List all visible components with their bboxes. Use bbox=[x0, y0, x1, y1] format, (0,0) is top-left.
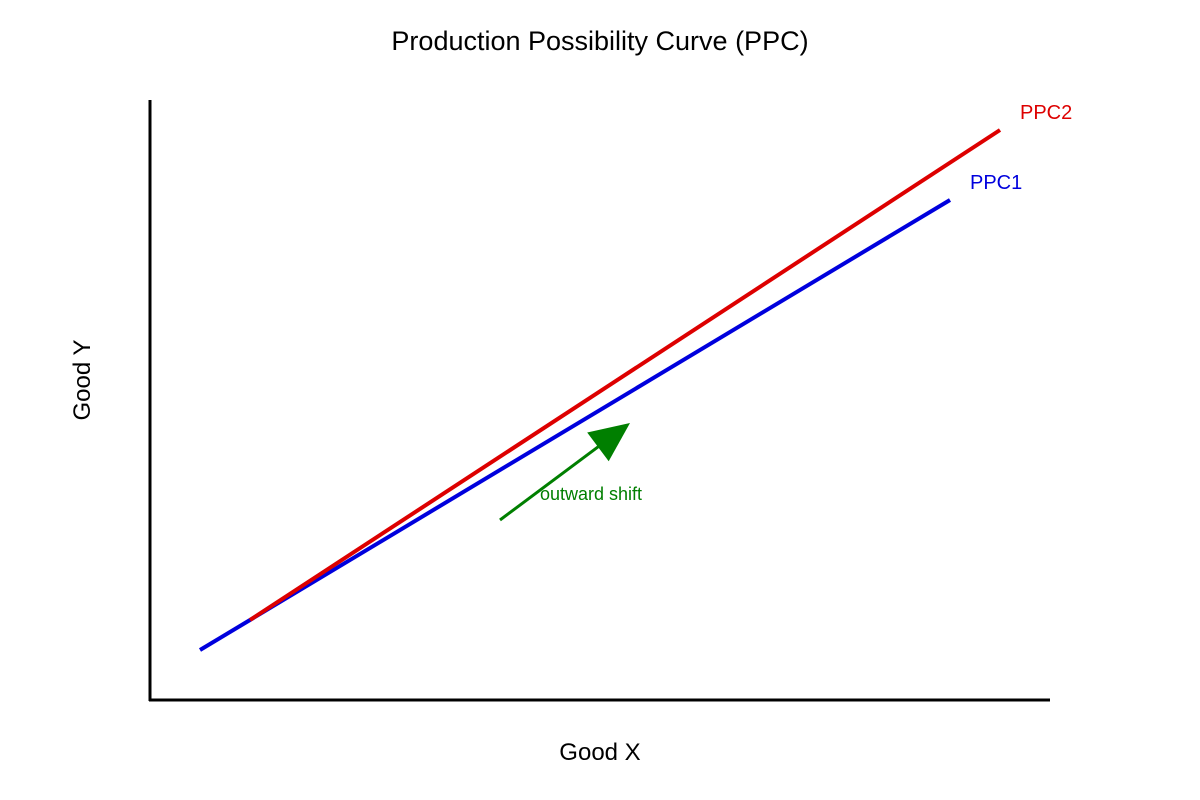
x-axis-label: Good X bbox=[559, 739, 640, 766]
chart-title: Production Possibility Curve (PPC) bbox=[391, 26, 808, 56]
series-label-ppc1: PPC1 bbox=[970, 172, 1022, 194]
annotation-group: outward shift bbox=[499, 423, 642, 522]
series-line-ppc2 bbox=[248, 128, 1002, 622]
shift-arrow-shaft bbox=[499, 443, 603, 522]
annotation-label: outward shift bbox=[540, 484, 642, 504]
y-axis-label: Good Y bbox=[69, 340, 96, 421]
series-group: PPC1 PPC2 bbox=[198, 102, 1072, 652]
shift-arrow-head-icon bbox=[587, 423, 630, 462]
series-label-ppc2: PPC2 bbox=[1020, 102, 1072, 124]
series-line-ppc1 bbox=[198, 198, 952, 652]
